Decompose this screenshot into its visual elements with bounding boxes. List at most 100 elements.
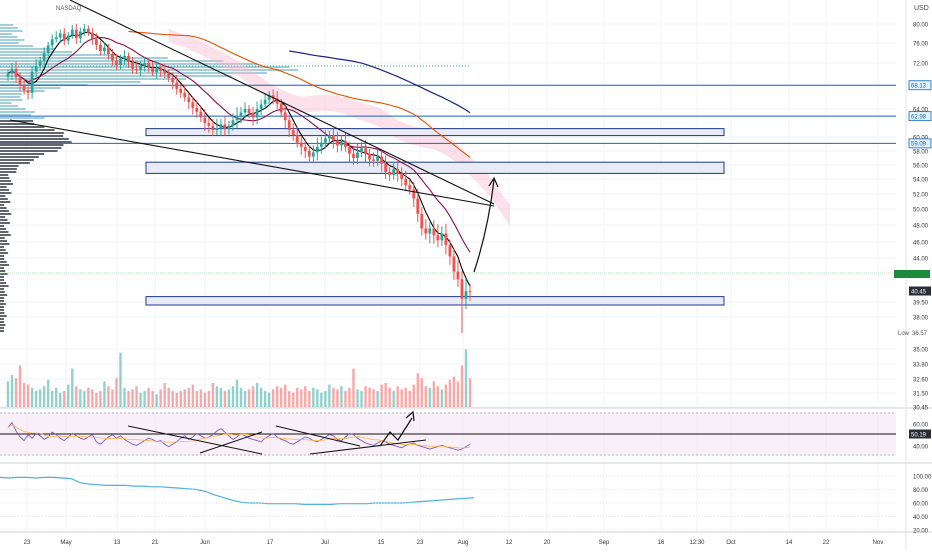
volume-profile-bar: [0, 108, 26, 110]
candle-body: [86, 28, 90, 33]
volume-profile-bar: [0, 309, 4, 311]
candle-body: [147, 63, 151, 68]
volume-profile-bar: [0, 180, 11, 182]
candle-body: [396, 169, 400, 174]
candle-body: [392, 169, 396, 175]
price-tick-label: 39.50: [913, 301, 929, 307]
rsi-tick-label: 40.00: [913, 445, 929, 451]
volume-bar: [131, 389, 134, 407]
time-tick-label: 13: [114, 540, 121, 546]
volume-profile-bar: [0, 189, 10, 191]
volume-bar: [163, 383, 166, 407]
candle-body: [460, 279, 464, 299]
volume-bar: [63, 391, 66, 407]
candle-body: [163, 71, 167, 74]
candle-body: [436, 235, 440, 241]
volume-profile-bar: [0, 96, 21, 98]
candle-body: [38, 61, 42, 66]
volume-bar: [243, 391, 247, 407]
trendline-lower: [9, 119, 495, 207]
volume-bar: [328, 384, 331, 407]
volume-bar: [340, 386, 343, 407]
candle-body: [54, 37, 58, 40]
volume-profile-bar: [0, 303, 6, 305]
volume-bar: [448, 379, 452, 407]
candle-body: [90, 32, 94, 40]
price-tick-label: 54.00: [913, 178, 929, 184]
volume-bar: [46, 379, 50, 407]
volume-profile-bar: [0, 222, 10, 224]
candle-body: [384, 163, 388, 172]
candle-body: [332, 135, 335, 141]
candle-body: [340, 141, 343, 146]
volume-profile-bar: [0, 267, 4, 269]
price-tick-label: 32.60: [913, 378, 929, 384]
candle-body: [159, 68, 163, 72]
rsi-trendline-a: [127, 425, 263, 455]
time-tick-label: Jul: [321, 540, 329, 546]
candle-body: [215, 127, 219, 130]
volume-profile-bar: [0, 75, 232, 77]
price-tick-label: 64.00: [913, 108, 929, 114]
volume-profile-bar: [0, 228, 7, 230]
candle-body: [235, 116, 239, 121]
volume-bar: [360, 391, 363, 407]
volume-bar: [308, 391, 311, 407]
volume-profile-bar: [0, 90, 45, 92]
candle-body: [251, 113, 255, 118]
volume-profile-bar: [0, 159, 34, 161]
price-tick-label: 46.00: [913, 241, 929, 247]
candle-body: [219, 124, 223, 128]
low-label: Low: [898, 331, 910, 337]
volume-profile-bar: [0, 141, 72, 143]
volume-bar: [404, 387, 407, 407]
time-tick-label: Aug: [458, 540, 469, 546]
volume-bar: [412, 384, 415, 407]
rsi-trendline-d: [309, 439, 427, 455]
candle-body: [6, 73, 10, 77]
volume-bar: [416, 373, 419, 407]
exchange-label: NASDAQ: [56, 6, 82, 12]
price-tick-label: 44.00: [913, 257, 929, 263]
candle-body: [468, 291, 472, 293]
volume-profile-bar: [0, 132, 64, 134]
volume-bar: [38, 389, 42, 407]
volume-bar: [111, 389, 114, 407]
volume-profile-bar: [0, 129, 55, 131]
volume-bar: [119, 352, 122, 407]
volume-bar: [211, 383, 215, 407]
volume-profile-bar: [0, 276, 4, 278]
time-tick-label: 14: [786, 540, 793, 546]
volume-bar: [444, 384, 448, 407]
volume-profile-bar: [0, 255, 4, 257]
candle-body: [380, 156, 384, 164]
price-tick-label: 31.50: [913, 392, 929, 398]
volume-profile-bar: [0, 105, 18, 107]
volume-bar: [428, 387, 432, 407]
volume-bar: [356, 389, 359, 407]
candle-body: [231, 120, 235, 126]
candle-body: [26, 90, 30, 93]
volume-profile-bar: [0, 282, 7, 284]
time-tick-label: May: [60, 540, 71, 546]
price-tick-label: 56.00: [913, 164, 929, 170]
candle-body: [303, 146, 307, 151]
volume-profile-bar: [0, 171, 17, 173]
volume-bar: [304, 386, 307, 407]
candle-body: [344, 141, 347, 147]
volume-bar: [151, 391, 154, 407]
volume-profile-bar: [0, 270, 6, 272]
candle-body: [271, 95, 275, 99]
volume-bar: [420, 378, 423, 407]
candle-body: [139, 65, 142, 70]
candle-body: [18, 77, 22, 86]
candle-body: [376, 156, 379, 161]
candle-body: [356, 152, 359, 158]
volume-profile-bar: [0, 321, 4, 323]
volume-profile-bar: [0, 144, 64, 146]
volume-profile-bar: [0, 135, 64, 137]
price-tick-label: 48.00: [913, 224, 929, 230]
volume-bar: [59, 392, 62, 407]
volume-profile-bar: [0, 123, 35, 125]
